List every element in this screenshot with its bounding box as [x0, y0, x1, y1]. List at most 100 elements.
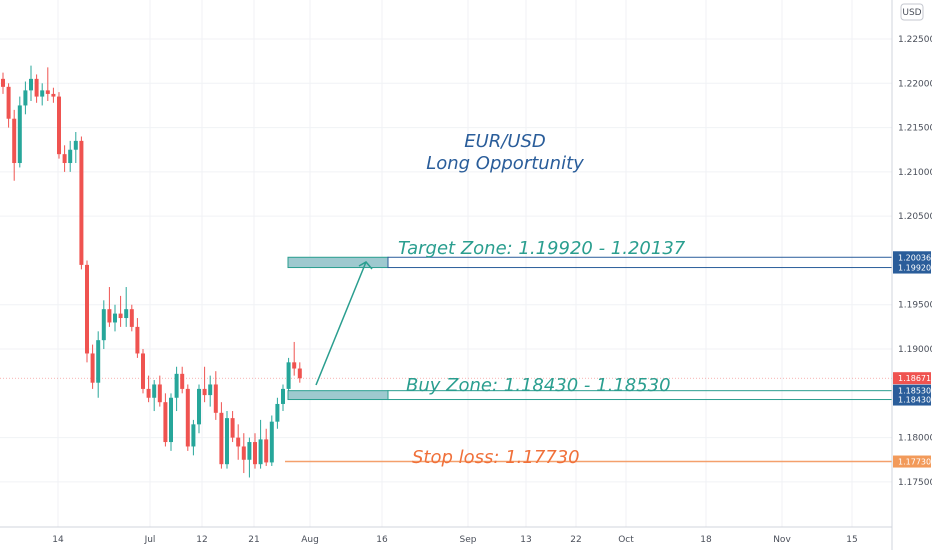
x-tick-label: 15: [846, 535, 857, 545]
candle-body: [253, 442, 257, 465]
candle-body: [45, 90, 50, 94]
price-badge-text: 1.20036: [898, 253, 931, 262]
candle: [129, 304, 134, 332]
price-badge-bg: [893, 393, 931, 406]
candle: [141, 349, 145, 394]
price-badge: 1.19920: [893, 261, 931, 274]
candle-body: [191, 424, 196, 447]
candle-body: [135, 326, 140, 354]
price-badge-text: 1.18430: [898, 396, 931, 405]
price-badge-bg: [893, 372, 931, 385]
candle: [163, 393, 168, 447]
candlestick-series: [1, 65, 302, 478]
x-tick-label: 22: [570, 535, 581, 545]
candle-body: [174, 373, 179, 398]
price-badge: 1.18430: [893, 393, 931, 406]
candle-body: [23, 90, 28, 106]
candle: [264, 428, 269, 466]
candle: [57, 92, 61, 159]
candle: [17, 96, 22, 168]
y-tick-label: 1.22500: [898, 35, 932, 45]
price-badge-bg: [893, 261, 931, 274]
candle: [51, 87, 56, 103]
candle-body: [157, 384, 162, 403]
candle-body: [107, 309, 112, 323]
x-tick-label: Oct: [618, 535, 634, 545]
candle-body: [264, 439, 269, 463]
candle: [269, 415, 274, 466]
stop-loss-label: Stop loss: 1.17730: [412, 447, 580, 468]
candle: [169, 393, 173, 451]
candle: [101, 300, 106, 350]
annotations: [315, 261, 373, 386]
candle: [23, 81, 28, 115]
candle: [152, 380, 157, 412]
candle-body: [146, 388, 151, 398]
candle-body: [96, 340, 101, 383]
candle: [34, 74, 39, 103]
y-tick-label: 1.19000: [898, 345, 932, 355]
y-tick-label: 1.19500: [898, 301, 932, 311]
price-badge: 1.20036: [893, 251, 931, 264]
y-tick-label: 1.18000: [898, 434, 932, 444]
candle-body: [297, 368, 302, 379]
candle: [40, 83, 45, 106]
candle-body: [213, 384, 218, 413]
price-badge-bg: [893, 455, 931, 468]
candle-body: [141, 353, 145, 389]
candle: [12, 109, 17, 181]
candle: [253, 433, 257, 469]
candle: [208, 375, 213, 407]
candle: [96, 331, 101, 398]
candle-body: [247, 442, 252, 460]
candle: [213, 371, 218, 420]
candle: [225, 411, 229, 469]
candle: [202, 366, 207, 403]
candle: [275, 397, 280, 429]
candle-body: [236, 437, 241, 447]
y-tick-label: 1.17500: [898, 478, 932, 488]
candle-body: [258, 439, 263, 465]
candle-body: [241, 446, 246, 460]
time-axis-ticks: 14 Jul 12 21 Aug 16 Sep 13 22 Oct 18 Nov 15: [52, 535, 857, 545]
candle-body: [6, 86, 11, 119]
target-zone-label: Target Zone: 1.19920 - 1.20137: [398, 238, 686, 259]
buy-zone-box: [287, 390, 389, 401]
buy-zone-label: Buy Zone: 1.18430 - 1.18530: [406, 375, 671, 396]
candle: [124, 287, 129, 327]
x-tick-label: Sep: [460, 535, 477, 545]
candle: [258, 419, 263, 469]
chart-title-line-2: Long Opportunity: [426, 153, 584, 174]
price-badge-text: 1.18530: [898, 387, 931, 396]
candle: [90, 344, 95, 389]
candle-body: [286, 362, 291, 389]
candle-body: [275, 403, 280, 422]
candle: [292, 341, 297, 376]
x-tick-label: 18: [700, 535, 712, 545]
currency-label[interactable]: USD: [902, 8, 921, 18]
chart-title-line-1: EUR/USD: [464, 131, 546, 152]
candle-body: [219, 412, 224, 465]
candle-body: [73, 140, 78, 150]
price-badge-text: 1.17730: [898, 458, 931, 467]
candle-body: [197, 388, 201, 425]
candle: [180, 366, 185, 394]
candle-body: [57, 96, 61, 155]
candle-body: [208, 384, 213, 396]
currency-button[interactable]: USD: [900, 3, 924, 21]
candle-body: [129, 309, 134, 327]
candle: [247, 437, 252, 478]
x-tick-label: 13: [520, 535, 531, 545]
candle-body: [68, 149, 73, 164]
candle-body: [124, 309, 129, 319]
x-tick-label: 12: [196, 535, 207, 545]
candle: [118, 295, 123, 327]
candle: [236, 424, 241, 460]
candle-body: [185, 388, 190, 447]
candle: [230, 411, 235, 443]
candle: [45, 67, 50, 102]
candle: [241, 433, 246, 474]
price-badge-text: 1.19920: [898, 264, 931, 273]
